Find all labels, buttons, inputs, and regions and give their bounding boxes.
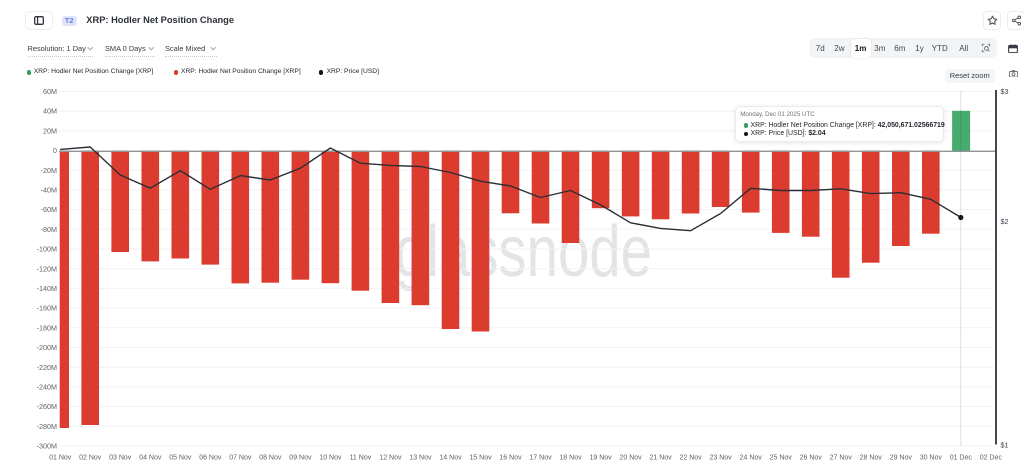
svg-text:-80M: -80M (41, 225, 57, 234)
svg-text:12 Nov: 12 Nov (379, 455, 402, 462)
svg-text:$3: $3 (1001, 87, 1009, 96)
svg-text:40M: 40M (43, 107, 57, 116)
svg-text:24 Nov: 24 Nov (740, 455, 763, 462)
svg-text:06 Nov: 06 Nov (199, 455, 222, 462)
svg-text:27 Nov: 27 Nov (830, 455, 853, 462)
svg-text:30 Nov: 30 Nov (920, 455, 943, 462)
svg-text:28 Nov: 28 Nov (860, 455, 883, 462)
svg-text:07 Nov: 07 Nov (229, 455, 252, 462)
svg-text:18 Nov: 18 Nov (559, 455, 582, 462)
svg-text:20M: 20M (43, 126, 57, 135)
svg-text:23 Nov: 23 Nov (710, 455, 733, 462)
svg-text:-120M: -120M (37, 264, 57, 273)
svg-text:21 Nov: 21 Nov (650, 455, 673, 462)
svg-text:01 Nov: 01 Nov (49, 455, 72, 462)
svg-text:$1: $1 (1001, 441, 1009, 450)
svg-text:02 Dec: 02 Dec (980, 455, 1003, 462)
svg-text:-200M: -200M (37, 343, 57, 352)
svg-text:02 Nov: 02 Nov (79, 455, 102, 462)
svg-text:$2: $2 (1001, 217, 1009, 226)
svg-text:-160M: -160M (37, 304, 57, 313)
svg-text:0: 0 (53, 146, 57, 155)
svg-text:17 Nov: 17 Nov (529, 455, 552, 462)
svg-text:-280M: -280M (37, 422, 57, 431)
svg-text:60M: 60M (43, 87, 57, 96)
svg-text:22 Nov: 22 Nov (680, 455, 703, 462)
svg-text:10 Nov: 10 Nov (319, 455, 342, 462)
svg-text:26 Nov: 26 Nov (800, 455, 823, 462)
svg-text:-240M: -240M (37, 383, 57, 392)
svg-text:-40M: -40M (41, 186, 57, 195)
svg-text:25 Nov: 25 Nov (770, 455, 793, 462)
svg-text:-140M: -140M (37, 284, 57, 293)
svg-text:19 Nov: 19 Nov (590, 455, 613, 462)
svg-text:13 Nov: 13 Nov (409, 455, 432, 462)
svg-text:16 Nov: 16 Nov (499, 455, 522, 462)
svg-text:glassnode: glassnode (395, 212, 652, 292)
svg-text:15 Nov: 15 Nov (469, 455, 492, 462)
svg-text:05 Nov: 05 Nov (169, 455, 192, 462)
svg-text:01 Dec: 01 Dec (950, 455, 973, 462)
svg-text:20 Nov: 20 Nov (620, 455, 643, 462)
svg-text:-60M: -60M (41, 205, 57, 214)
svg-text:-180M: -180M (37, 323, 57, 332)
svg-text:-20M: -20M (41, 166, 57, 175)
svg-text:-220M: -220M (37, 363, 57, 372)
svg-text:08 Nov: 08 Nov (259, 455, 282, 462)
svg-text:-300M: -300M (37, 442, 57, 451)
svg-text:14 Nov: 14 Nov (439, 455, 462, 462)
svg-text:09 Nov: 09 Nov (289, 455, 312, 462)
svg-text:-100M: -100M (37, 245, 57, 254)
svg-text:04 Nov: 04 Nov (139, 455, 162, 462)
svg-text:-260M: -260M (37, 402, 57, 411)
svg-text:03 Nov: 03 Nov (109, 455, 132, 462)
svg-text:11 Nov: 11 Nov (350, 455, 372, 462)
svg-text:29 Nov: 29 Nov (890, 455, 913, 462)
